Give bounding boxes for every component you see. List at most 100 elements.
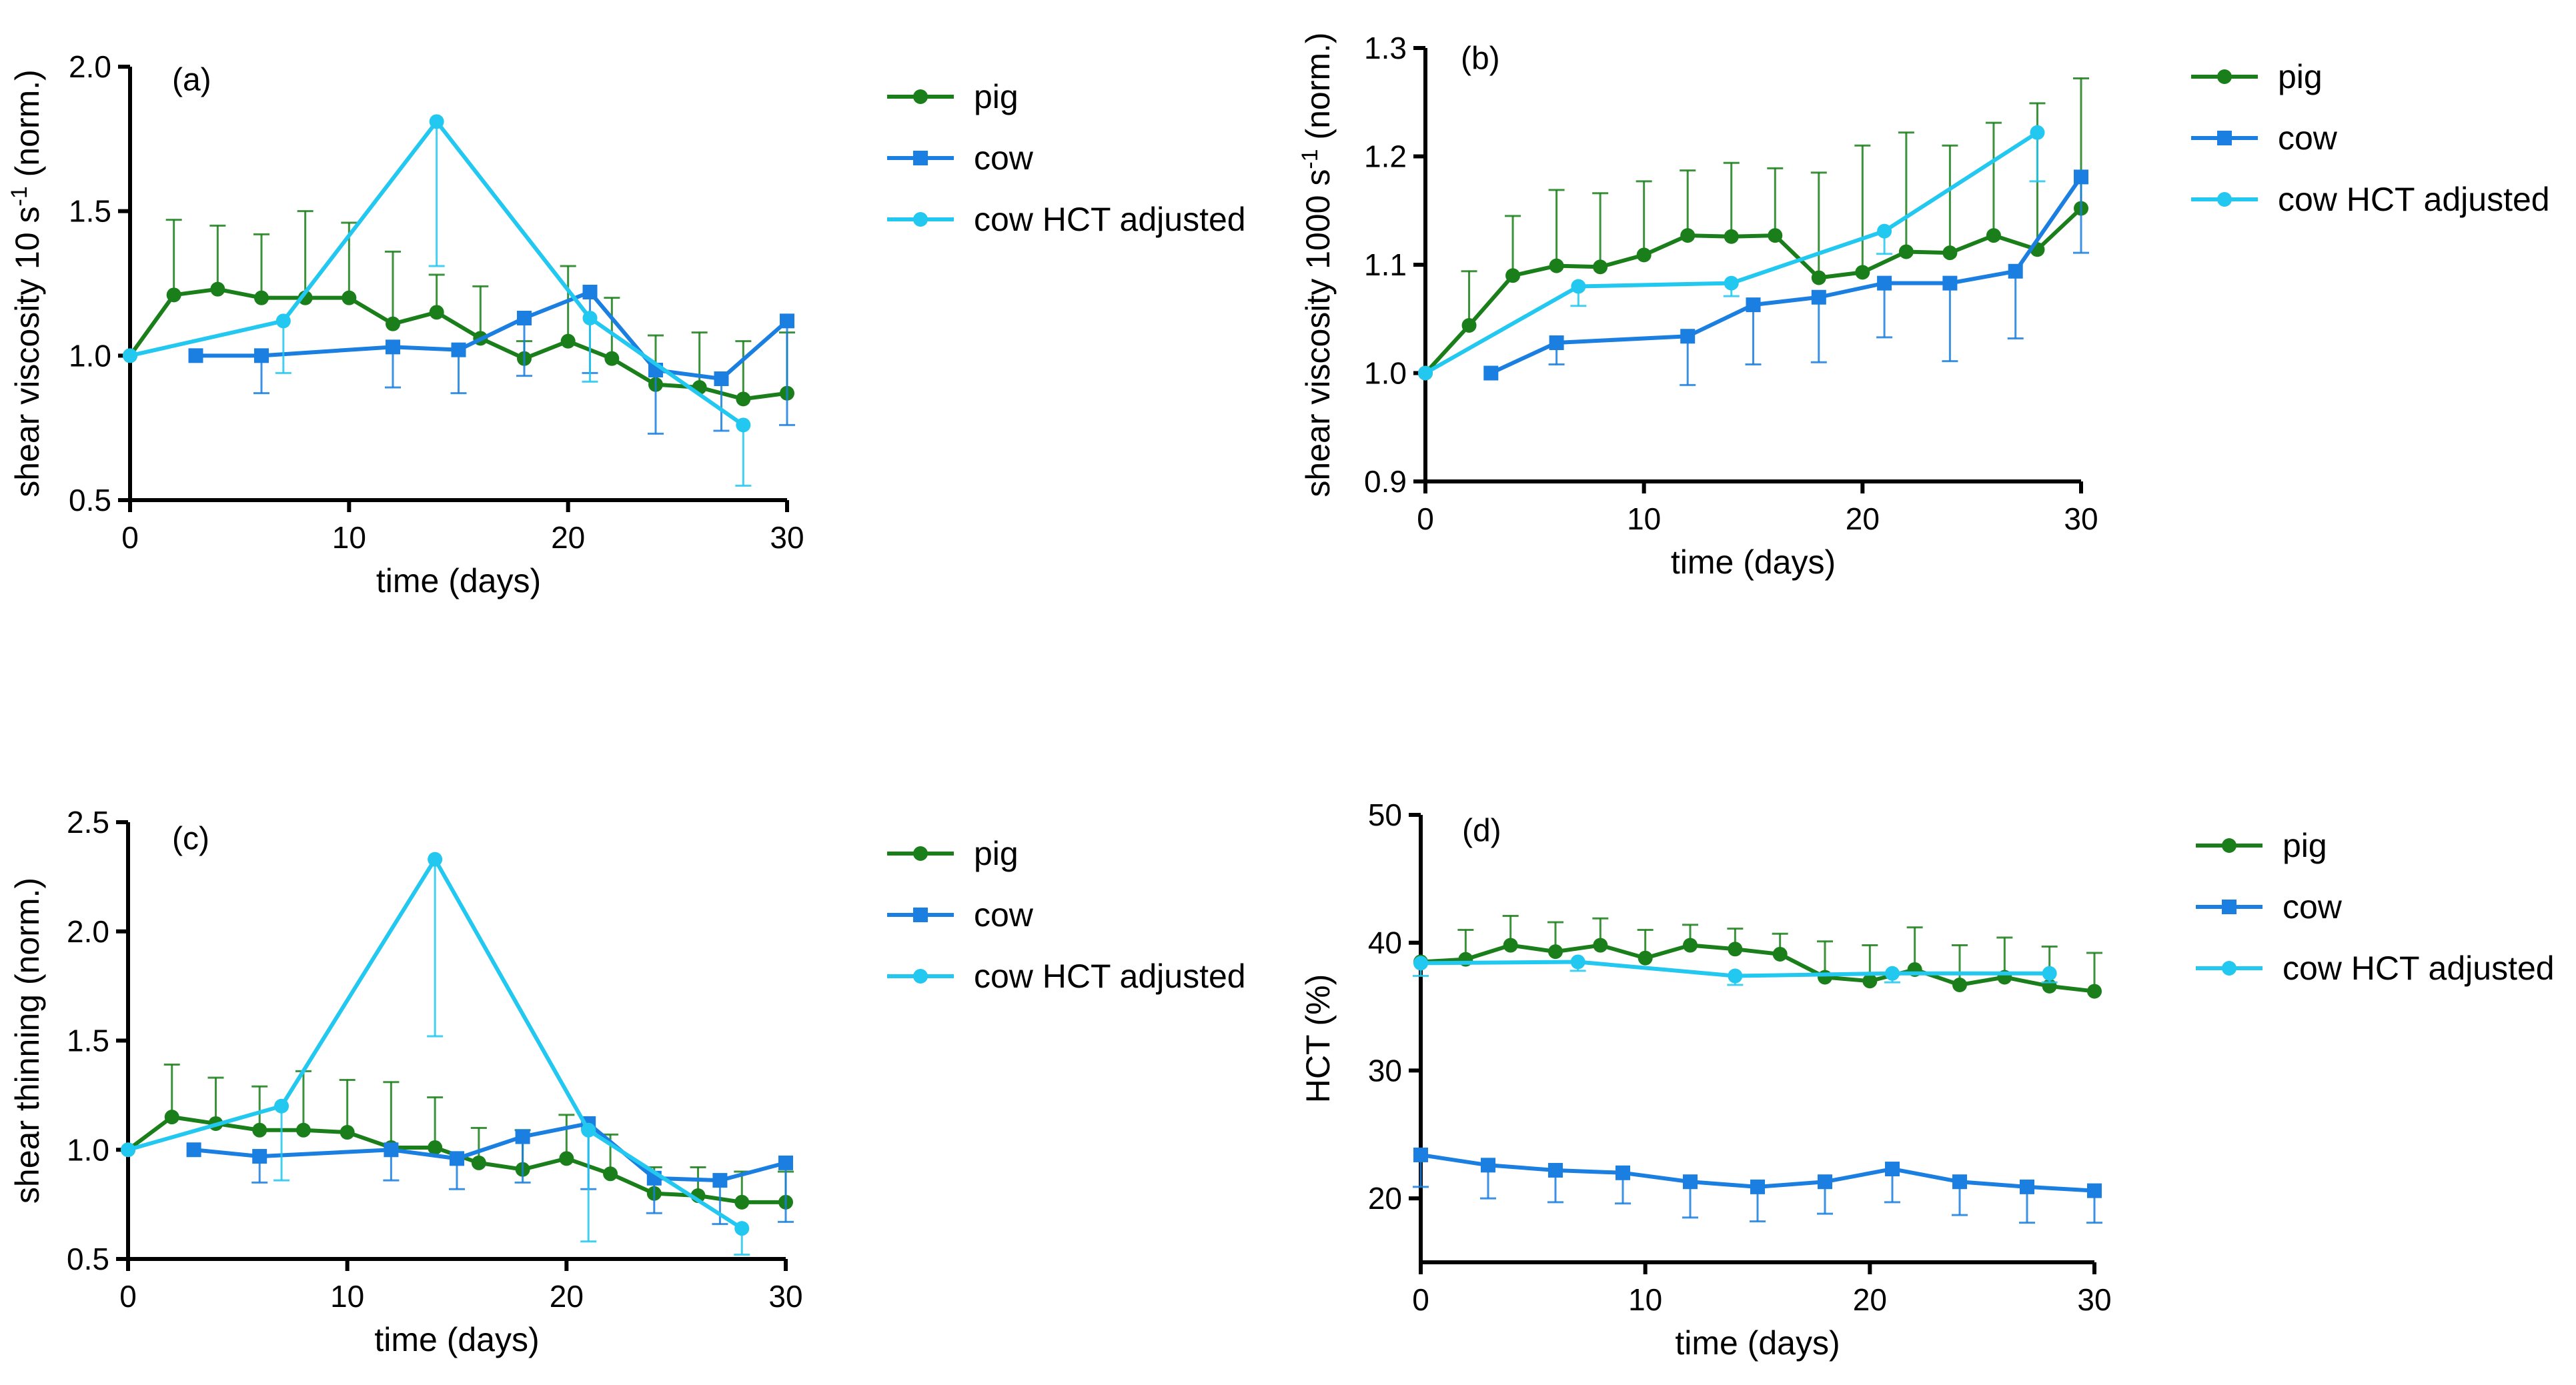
y-axis-title: shear viscosity 1000 s-1 (norm.) [1297, 32, 1337, 497]
y-axis-title: shear viscosity 10 s-1 (norm.) [7, 69, 46, 497]
legend-marker [913, 212, 928, 227]
data-point [384, 1142, 399, 1158]
series-cow [186, 1116, 794, 1226]
legend-marker [2222, 900, 2236, 914]
legend-label: cow [974, 139, 1034, 177]
data-point [582, 311, 598, 325]
data-point [1818, 1174, 1832, 1190]
data-point [1548, 944, 1563, 960]
data-point [1746, 297, 1761, 313]
legend-marker [2217, 131, 2232, 145]
data-point [1481, 1158, 1495, 1173]
legend-marker [2217, 192, 2232, 207]
data-point [736, 391, 751, 407]
data-point [1593, 938, 1608, 953]
data-point [714, 371, 729, 386]
legend-marker [2222, 961, 2236, 976]
data-point [1570, 954, 1585, 970]
y-tick-label: 1.5 [69, 194, 111, 229]
y-tick-label: 1.0 [1364, 356, 1407, 391]
series-cow [1483, 169, 2089, 386]
data-point [386, 339, 400, 355]
data-point [1413, 1147, 1428, 1162]
data-point [1549, 258, 1564, 273]
legend-label: cow HCT adjusted [2283, 950, 2555, 987]
data-point [1728, 968, 1743, 984]
data-point [451, 342, 466, 357]
legend-marker [913, 151, 928, 165]
data-point [1548, 1162, 1563, 1178]
panel-label: (d) [1462, 814, 1501, 849]
series-line [128, 287, 788, 401]
data-point [734, 1221, 750, 1236]
y-tick-label: 20 [1368, 1181, 1402, 1216]
data-point [1680, 228, 1696, 243]
data-point [581, 1122, 596, 1138]
data-point [1724, 229, 1739, 244]
x-axis-title: time (days) [1675, 1324, 1840, 1362]
y-axis-title: HCT (%) [1299, 974, 1337, 1104]
data-point [1483, 365, 1499, 381]
data-point [2008, 263, 2023, 279]
y-axis-title-main: shear viscosity 10 s [9, 206, 46, 497]
y-tick-label: 0.5 [67, 1242, 109, 1276]
data-point [2074, 169, 2088, 185]
data-point [1593, 259, 1608, 275]
series-cow [188, 285, 795, 435]
data-point [295, 1122, 311, 1138]
legend-label: pig [974, 78, 1019, 115]
legend-label: pig [2283, 827, 2327, 864]
data-point [1898, 244, 1914, 259]
y-tick-label: 1.0 [67, 1132, 109, 1167]
legend-label: cow [974, 896, 1034, 934]
x-tick-label: 30 [770, 520, 804, 555]
data-point [1418, 365, 1433, 381]
chart-panel-3: 0 10 20 30 0.5 1.0 1.5 2.0 2.5 time (days) shear t… [9, 805, 1246, 1358]
data-point [1413, 956, 1428, 971]
data-point [1986, 228, 2001, 243]
data-point [1683, 1174, 1698, 1190]
data-point [560, 333, 576, 349]
data-point [471, 1155, 486, 1170]
y-axis-title-main: HCT (%) [1299, 974, 1337, 1104]
series-line [1423, 207, 2083, 375]
data-point [123, 348, 137, 363]
data-point [1728, 942, 1743, 957]
y-axis-title-main: shear thinning (norm.) [9, 878, 46, 1204]
x-tick-label: 20 [1853, 1282, 1887, 1317]
data-point [1503, 938, 1518, 953]
data-point [164, 1110, 179, 1125]
data-point [1772, 946, 1788, 962]
x-tick-label: 30 [2064, 501, 2098, 536]
legend-marker [913, 846, 928, 861]
series-cowadj [1418, 125, 2046, 381]
y-tick-label: 1.2 [1364, 139, 1407, 174]
legend-label: cow [2283, 888, 2343, 926]
y-tick-label: 0.5 [69, 483, 111, 517]
chart-panel-1: 0 10 20 30 0.5 1.0 1.5 2.0 time (days) shear visc… [7, 49, 1246, 599]
data-point [342, 290, 357, 305]
data-point [386, 316, 400, 331]
legend-marker [2217, 69, 2232, 84]
data-point [1877, 223, 1892, 239]
data-point [1724, 275, 1739, 291]
legend: pig cow cow HCT adjusted [887, 78, 1246, 238]
x-tick-label: 20 [551, 520, 585, 555]
data-point [1952, 977, 1967, 992]
data-point [429, 305, 444, 320]
series-line [195, 290, 788, 381]
legend-label: cow [2278, 119, 2338, 157]
data-point [1750, 1179, 1765, 1194]
data-point [450, 1151, 464, 1166]
y-tick-label: 50 [1368, 798, 1402, 832]
y-tick-label: 40 [1368, 926, 1402, 960]
x-tick-label: 20 [1846, 501, 1880, 536]
x-tick-label: 10 [1628, 1282, 1662, 1317]
series-cowadj [1413, 954, 2058, 986]
data-point [778, 1155, 793, 1170]
data-point [517, 311, 532, 325]
y-axis-title-sup: -1 [7, 186, 32, 206]
data-point [1877, 275, 1892, 291]
data-point [428, 1140, 443, 1155]
